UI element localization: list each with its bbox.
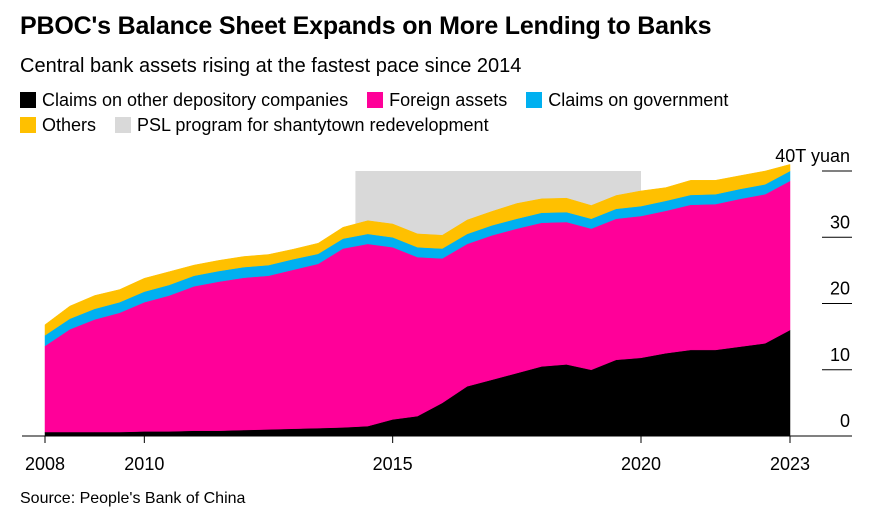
legend-item-psl: PSL program for shantytown redevelopment <box>115 113 489 138</box>
y-tick-label: 30 <box>830 212 850 232</box>
legend-item-foreign: Foreign assets <box>367 88 507 113</box>
y-tick-label: 20 <box>830 279 850 299</box>
x-tick-label: 2023 <box>770 454 810 474</box>
legend-label: Others <box>42 115 97 135</box>
source-note: Source: People's Bank of China <box>20 490 246 507</box>
legend-swatch <box>115 117 132 133</box>
y-tick-label: 40T yuan <box>775 146 850 166</box>
x-tick-label: 2015 <box>373 454 413 474</box>
x-tick-label: 2010 <box>124 454 164 474</box>
legend-item-others: Others <box>20 113 96 138</box>
legend-label: Foreign assets <box>389 90 508 110</box>
legend-swatch <box>367 92 384 108</box>
legend-swatch <box>20 92 36 108</box>
chart-subtitle: Central bank assets rising at the fastes… <box>20 55 522 77</box>
legend-item-government: Claims on government <box>526 88 728 113</box>
legend-row-2: Others PSL program for shantytown redeve… <box>20 113 860 138</box>
legend-label: Claims on government <box>548 90 729 110</box>
chart-legend: Claims on other depository companies For… <box>20 88 860 138</box>
legend-label: Claims on other depository companies <box>42 90 349 110</box>
area-layer <box>44 164 791 437</box>
x-tick-label: 2020 <box>621 454 661 474</box>
y-tick-label: 0 <box>840 411 850 431</box>
legend-swatch <box>20 117 36 133</box>
x-tick-label: 2008 <box>25 454 65 474</box>
axis-layer: 0 10 20 30 40T yuan 2008 2010 2015 2020 2023 <box>22 146 852 474</box>
area-series-others <box>44 164 791 336</box>
y-tick-label: 10 <box>830 345 850 365</box>
legend-item-depository: Claims on other depository companies <box>20 88 348 113</box>
legend-label: PSL program for shantytown redevelopment <box>137 115 489 135</box>
legend-swatch <box>526 92 543 108</box>
chart-title: PBOC's Balance Sheet Expands on More Len… <box>20 12 712 40</box>
legend-row-1: Claims on other depository companies For… <box>20 88 860 113</box>
